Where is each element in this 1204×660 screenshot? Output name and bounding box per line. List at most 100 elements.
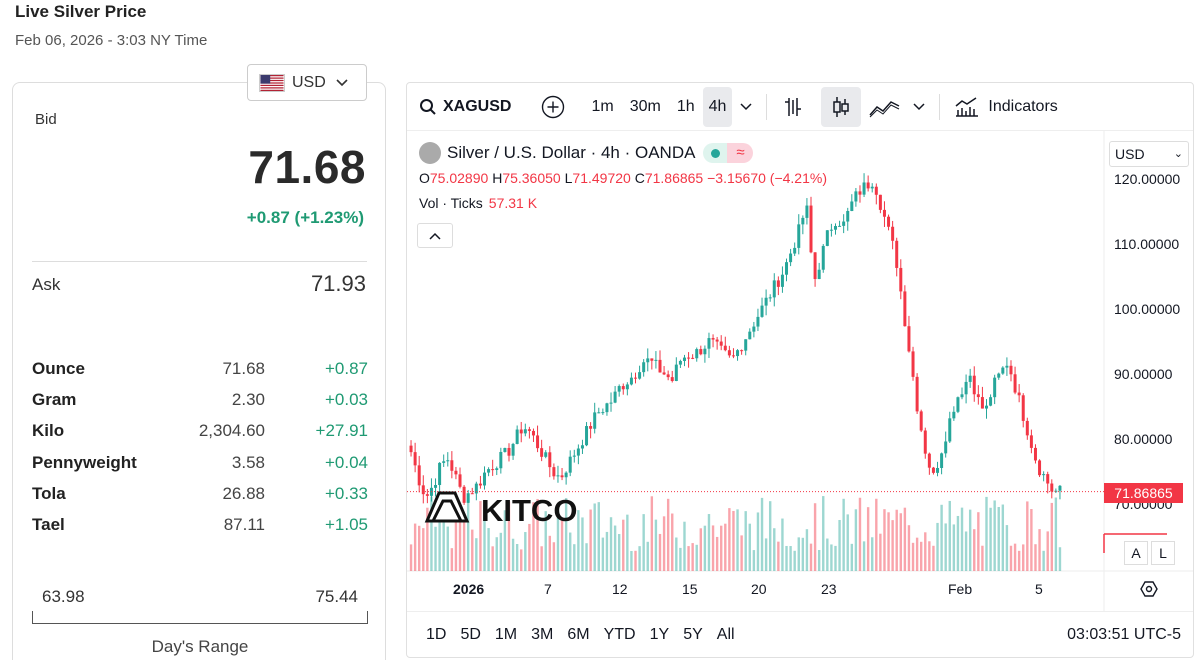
x-tick-label: 20 bbox=[751, 581, 767, 597]
candle-body bbox=[503, 447, 507, 452]
interval-30m[interactable]: 30m bbox=[629, 97, 661, 115]
interval-1m[interactable]: 1m bbox=[591, 97, 614, 115]
volume-bar bbox=[809, 543, 813, 571]
settings-hexagon-icon[interactable] bbox=[1140, 580, 1158, 598]
volume-bar bbox=[605, 531, 609, 571]
volume-bar bbox=[666, 498, 670, 571]
volume-bar bbox=[981, 545, 984, 571]
candle-body bbox=[760, 305, 764, 317]
range-5y[interactable]: 5Y bbox=[683, 625, 703, 643]
volume-bar bbox=[850, 543, 854, 571]
candle-body bbox=[454, 470, 458, 475]
y-tick-label: 90.00000 bbox=[1114, 366, 1173, 382]
volume-bar bbox=[732, 510, 735, 571]
candle-body bbox=[731, 355, 735, 357]
volume-bar bbox=[756, 512, 760, 571]
candle-body bbox=[997, 373, 1001, 378]
volume-bar bbox=[560, 518, 564, 571]
candle-body bbox=[846, 211, 850, 222]
volume-bar bbox=[662, 516, 666, 571]
range-1y[interactable]: 1Y bbox=[649, 625, 670, 643]
candle-body bbox=[813, 252, 817, 280]
range-all[interactable]: All bbox=[716, 625, 735, 643]
unit-row: Ounce 71.68 +0.87 bbox=[32, 353, 368, 384]
chart-currency-select[interactable]: USD ⌄ bbox=[1109, 141, 1189, 167]
chart-type-button[interactable] bbox=[861, 87, 933, 127]
candle-body bbox=[511, 443, 515, 456]
candle-body bbox=[478, 483, 482, 486]
candle-body bbox=[438, 462, 442, 486]
candle-body bbox=[1009, 365, 1013, 375]
volume-bar bbox=[773, 528, 776, 571]
candle-body bbox=[650, 358, 654, 361]
candle-body bbox=[1033, 447, 1037, 461]
volume-bar bbox=[507, 501, 511, 571]
volume-bar bbox=[964, 531, 968, 571]
market-status-badge[interactable]: ≈ bbox=[703, 143, 754, 163]
chart-panel: KITCO XAGUSD 1m 30m 1h 4h Indicators bbox=[406, 82, 1194, 658]
candle-body bbox=[417, 465, 421, 486]
candle-body bbox=[507, 447, 511, 456]
range-3m[interactable]: 3M bbox=[531, 625, 554, 643]
range-1d[interactable]: 1D bbox=[426, 625, 447, 643]
indicators-button[interactable]: Indicators bbox=[946, 87, 1065, 127]
volume-bar bbox=[426, 507, 429, 571]
volume-bar bbox=[948, 500, 951, 571]
compare-button[interactable] bbox=[533, 87, 573, 127]
candle-body bbox=[646, 358, 650, 363]
unit-price: 87.11 bbox=[223, 515, 265, 535]
candles-button[interactable] bbox=[821, 86, 862, 127]
candle-body bbox=[1050, 483, 1054, 492]
interval-4h[interactable]: 4h bbox=[702, 86, 733, 127]
candle-body bbox=[629, 377, 633, 385]
candle-body bbox=[1025, 420, 1029, 436]
range-ytd[interactable]: YTD bbox=[603, 625, 636, 643]
collapse-legend-button[interactable] bbox=[417, 223, 453, 248]
volume-bar bbox=[532, 502, 535, 571]
candle-body bbox=[711, 338, 715, 340]
volume-bar bbox=[866, 507, 870, 571]
candle-body bbox=[625, 384, 629, 390]
volume-bar bbox=[622, 519, 625, 571]
silver-logo-icon bbox=[419, 142, 441, 164]
range-6m[interactable]: 6M bbox=[567, 625, 590, 643]
symbol-search[interactable]: XAGUSD bbox=[407, 87, 519, 127]
log-scale-button[interactable]: L bbox=[1151, 541, 1175, 565]
volume-bar bbox=[446, 526, 449, 571]
candle-body bbox=[605, 403, 609, 413]
volume-bar bbox=[764, 538, 768, 571]
candle-body bbox=[682, 357, 686, 361]
range-1m[interactable]: 1M bbox=[494, 625, 518, 643]
unit-table: Ounce 71.68 +0.87 Gram 2.30 +0.03 Kilo 2… bbox=[32, 353, 368, 541]
volume-bar bbox=[671, 513, 674, 571]
unit-name: Kilo bbox=[32, 421, 65, 441]
volume-bar bbox=[548, 535, 552, 571]
bar-style-button[interactable] bbox=[773, 87, 813, 127]
volume-bar bbox=[573, 544, 576, 571]
interval-1h[interactable]: 1h bbox=[676, 97, 695, 115]
auto-scale-button[interactable]: A bbox=[1124, 541, 1148, 565]
candle-body bbox=[821, 245, 825, 270]
interval-menu[interactable] bbox=[732, 87, 760, 127]
volume-bar bbox=[495, 537, 498, 571]
page-title: Live Silver Price bbox=[15, 2, 147, 21]
candle-body bbox=[499, 451, 503, 469]
open-value: 75.02890 bbox=[429, 170, 489, 186]
volume-bar bbox=[454, 496, 458, 571]
x-tick-label: 7 bbox=[544, 581, 552, 597]
status-dot-icon bbox=[703, 143, 728, 163]
volume-bar bbox=[846, 514, 849, 571]
candle-body bbox=[695, 349, 699, 359]
candle-body bbox=[805, 205, 809, 218]
volume-bar bbox=[634, 550, 637, 571]
candle-body bbox=[576, 448, 580, 456]
currency-dropdown[interactable]: USD bbox=[247, 64, 367, 101]
volume-bar bbox=[793, 550, 796, 571]
range-5d[interactable]: 5D bbox=[460, 625, 481, 643]
unit-name: Tael bbox=[32, 515, 65, 535]
current-price-tag: 71.86865 bbox=[1104, 483, 1183, 503]
chart-clock[interactable]: 03:03:51 UTC-5 bbox=[1067, 625, 1181, 643]
price-chart[interactable]: KITCO bbox=[407, 83, 1193, 611]
candle-body bbox=[564, 472, 568, 478]
volume-bar bbox=[862, 541, 866, 571]
